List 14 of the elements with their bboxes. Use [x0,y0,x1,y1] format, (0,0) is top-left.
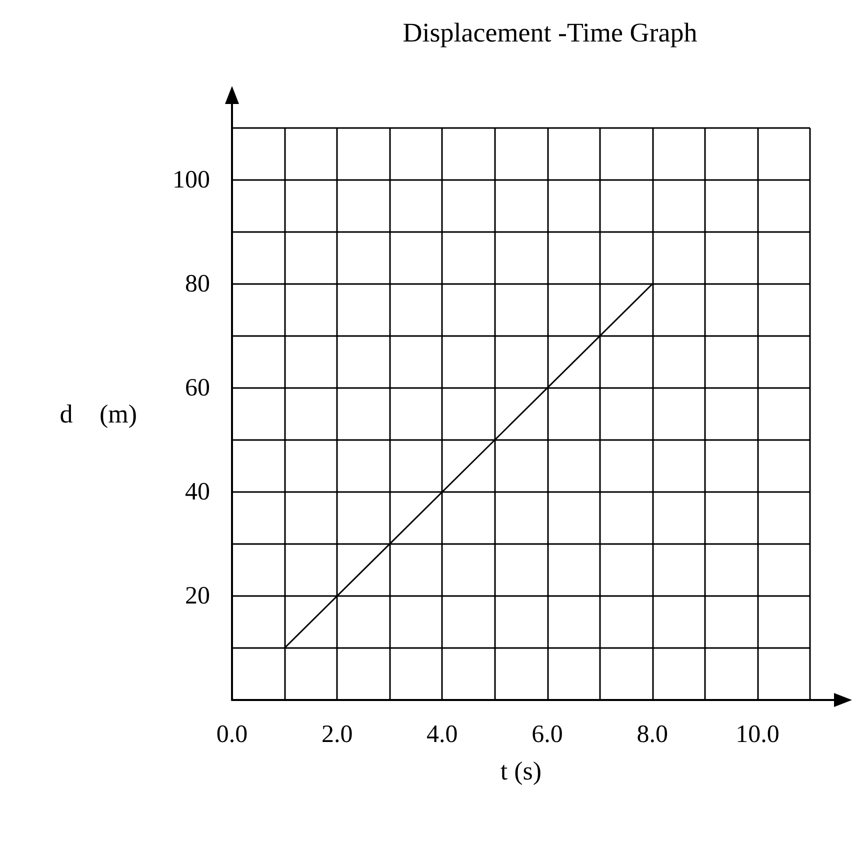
x-tick-label: 0.0 [216,721,248,748]
x-tick-label: 2.0 [321,721,353,748]
chart-title: Displacement -Time Graph [402,18,698,48]
y-tick-label: 20 [185,582,210,610]
x-tick-label: 8.0 [636,721,668,748]
x-tick-label: 6.0 [532,721,563,748]
x-tick-label: 4.0 [426,721,458,748]
y-axis-title: d⃗ (m) [60,400,137,428]
x-tick-label: 10.0 [736,721,780,748]
y-tick-label: 80 [185,270,210,298]
x-axis-title: t (s) [500,756,542,786]
y-tick-label: 40 [185,478,210,506]
y-tick-label: 60 [185,374,210,402]
y-tick-label: 100 [172,166,210,194]
